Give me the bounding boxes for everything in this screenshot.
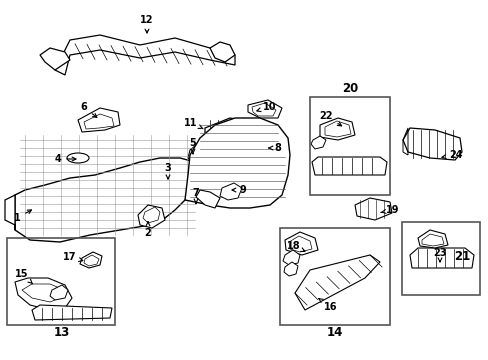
Polygon shape (310, 136, 325, 149)
Text: 5: 5 (189, 138, 196, 154)
Polygon shape (15, 278, 72, 310)
Polygon shape (409, 248, 473, 268)
Text: 19: 19 (380, 205, 399, 215)
Text: 2: 2 (144, 222, 151, 238)
Polygon shape (196, 190, 220, 208)
Polygon shape (40, 48, 70, 70)
Text: 6: 6 (81, 102, 97, 117)
Bar (309, 97, 389, 195)
Polygon shape (283, 250, 299, 265)
Polygon shape (187, 142, 207, 165)
Polygon shape (5, 195, 15, 230)
Text: 1: 1 (14, 210, 31, 223)
Polygon shape (354, 198, 391, 220)
Polygon shape (50, 285, 68, 300)
Polygon shape (204, 118, 258, 138)
Polygon shape (417, 230, 447, 248)
Text: 16: 16 (318, 298, 337, 312)
Text: 20: 20 (341, 82, 357, 95)
Bar (7, 238, 115, 325)
Ellipse shape (67, 153, 89, 163)
Text: 18: 18 (286, 241, 304, 251)
Text: 14: 14 (326, 327, 343, 339)
Polygon shape (247, 100, 282, 118)
Text: 8: 8 (268, 143, 281, 153)
Text: 23: 23 (432, 248, 446, 262)
Polygon shape (80, 252, 102, 268)
Polygon shape (251, 135, 282, 155)
Text: 9: 9 (231, 185, 246, 195)
Text: 3: 3 (164, 163, 171, 179)
Text: 15: 15 (15, 269, 33, 284)
Polygon shape (55, 35, 235, 75)
Text: 17: 17 (63, 252, 82, 262)
Polygon shape (220, 183, 242, 200)
Text: 22: 22 (319, 111, 341, 126)
Polygon shape (138, 205, 164, 228)
Polygon shape (15, 158, 200, 242)
Bar (401, 222, 479, 295)
Polygon shape (285, 232, 317, 255)
Text: 21: 21 (453, 251, 469, 264)
Polygon shape (319, 118, 354, 140)
Text: 10: 10 (256, 102, 276, 112)
Text: 13: 13 (54, 327, 70, 339)
Polygon shape (184, 118, 289, 208)
Bar (280, 228, 389, 325)
Text: 7: 7 (192, 188, 199, 204)
Text: 24: 24 (441, 150, 462, 160)
Polygon shape (311, 157, 386, 175)
Polygon shape (209, 42, 235, 62)
Text: 11: 11 (184, 118, 203, 129)
Polygon shape (402, 128, 461, 160)
Text: 4: 4 (55, 154, 76, 164)
Polygon shape (78, 108, 120, 132)
Text: 12: 12 (140, 15, 153, 33)
Polygon shape (284, 262, 297, 276)
Polygon shape (162, 165, 180, 185)
Polygon shape (294, 255, 379, 310)
Polygon shape (32, 305, 112, 320)
